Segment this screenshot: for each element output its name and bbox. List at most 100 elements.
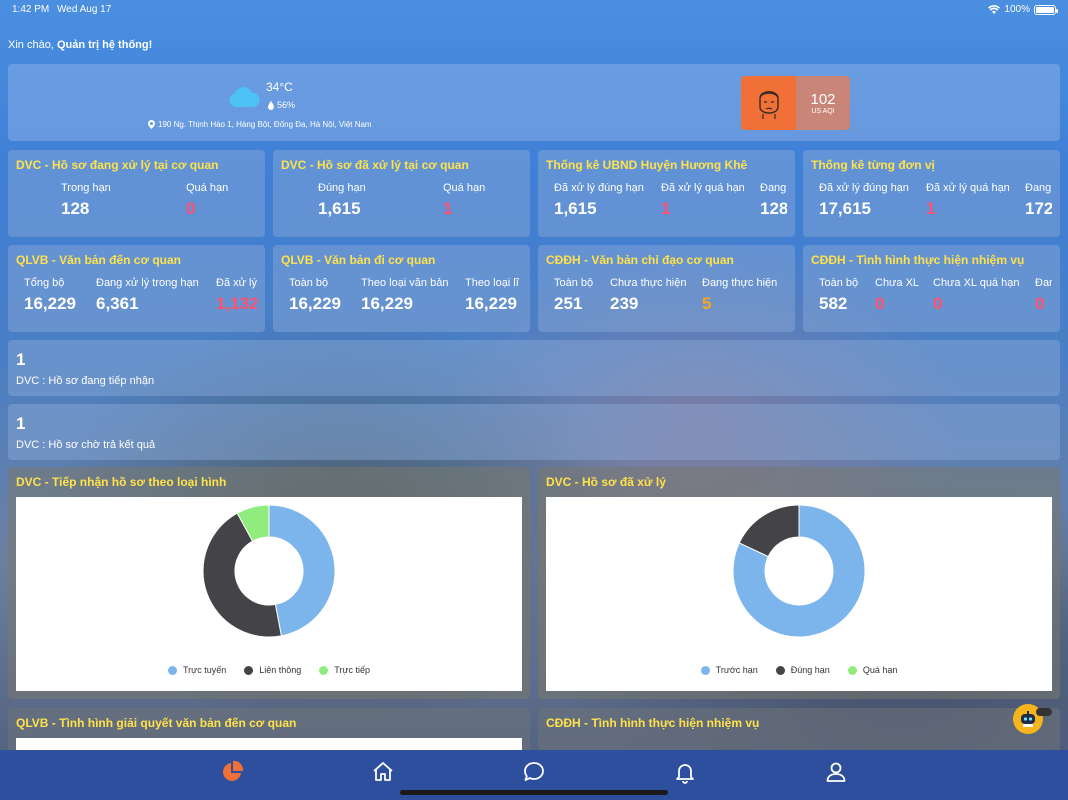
donut-chart bbox=[202, 504, 336, 638]
stat-card-dvc-processing[interactable]: DVC - Hồ sơ đang xử lý tại cơ quan Trong… bbox=[8, 150, 265, 237]
stat-card-title: QLVB - Văn bản đến cơ quan bbox=[16, 253, 181, 267]
stat-label: Theo loại lĩ bbox=[465, 277, 519, 289]
chart-legend: Trực tuyến Liên thông Trực tiếp bbox=[16, 665, 522, 675]
legend-dot bbox=[700, 665, 710, 675]
stat-card-title: DVC - Hồ sơ đang xử lý tại cơ quan bbox=[16, 158, 219, 172]
list-item-count: 1 bbox=[16, 350, 26, 369]
legend-item[interactable]: Trực tuyến bbox=[168, 665, 226, 675]
stat-value: 1 bbox=[443, 199, 453, 218]
stat-label: Đã xử lý đúng hạn bbox=[819, 182, 909, 194]
stat-label: Chưa thực hiện bbox=[610, 277, 687, 289]
legend-dot bbox=[775, 665, 785, 675]
user-icon bbox=[826, 762, 846, 782]
stat-col: Chưa XL 0 bbox=[875, 277, 919, 314]
weather-card[interactable] bbox=[8, 64, 1060, 141]
stat-label: Đang xử lý trong hạn bbox=[96, 277, 199, 289]
stat-label: Đã xử lý bbox=[216, 277, 257, 289]
aqi-widget[interactable]: 102 US AQI bbox=[741, 76, 850, 130]
stat-col: Toàn bộ 582 bbox=[819, 277, 858, 314]
tab-profile[interactable] bbox=[824, 760, 848, 784]
stat-col: Đã xử lý đúng hạn 17,615 bbox=[819, 182, 909, 219]
donut-slice-2[interactable] bbox=[236, 504, 270, 542]
legend-item[interactable]: Đúng hạn bbox=[775, 665, 830, 675]
weather-temp: 34°C bbox=[266, 80, 293, 94]
stat-value: 128 bbox=[61, 199, 90, 218]
legend-item[interactable]: Quá hạn bbox=[847, 665, 897, 675]
stat-label: Đang bbox=[1025, 182, 1052, 194]
stat-card-dvc-processed[interactable]: DVC - Hồ sơ đã xử lý tại cơ quan Đúng hạ… bbox=[273, 150, 530, 237]
cloud-icon bbox=[229, 87, 260, 107]
legend-dot bbox=[847, 665, 857, 675]
list-item-receiving[interactable]: 1 DVC : Hồ sơ đang tiếp nhận bbox=[8, 340, 1060, 396]
chart-title: QLVB - Tình hình giải quyết văn bản đến … bbox=[16, 716, 297, 730]
tab-notifications[interactable] bbox=[673, 760, 697, 784]
stat-value: 16,229 bbox=[361, 294, 413, 313]
stat-value: 582 bbox=[819, 294, 848, 313]
stat-value: 1,615 bbox=[554, 199, 597, 218]
legend-label: Đúng hạn bbox=[790, 665, 830, 675]
stat-label: Đã xử lý đúng hạn bbox=[554, 182, 644, 194]
stat-col: Quá hạn 0 bbox=[186, 182, 228, 219]
stat-label: Chưa XL bbox=[875, 277, 920, 289]
chart-card-intake-by-type[interactable]: DVC - Tiếp nhận hồ sơ theo loại hình Trự… bbox=[8, 467, 530, 699]
stat-value: 16,229 bbox=[465, 294, 517, 313]
battery-icon bbox=[1034, 4, 1058, 15]
greeting-prefix: Xin chào, bbox=[8, 39, 54, 51]
aqi-unit: US AQI bbox=[811, 108, 835, 115]
greeting: Xin chào, Quản trị hệ thống! bbox=[8, 39, 152, 51]
stat-label: Đã xử lý quá hạn bbox=[661, 182, 745, 194]
stat-label: Đan bbox=[1035, 277, 1052, 289]
legend-dot bbox=[319, 665, 329, 675]
aqi-value-box: 102 US AQI bbox=[796, 76, 850, 130]
stat-value: 0 bbox=[186, 199, 196, 218]
stat-value: 0 bbox=[1035, 294, 1045, 313]
chart-title: CĐĐH - Tình hình thực hiện nhiệm vụ bbox=[546, 716, 760, 730]
stat-value: 16,229 bbox=[24, 294, 76, 313]
chart-card-cddh-tasks[interactable]: CĐĐH - Tình hình thực hiện nhiệm vụ bbox=[538, 708, 1060, 758]
stat-card-units[interactable]: Thống kê từng đơn vị Đã xử lý đúng hạn 17… bbox=[803, 150, 1060, 237]
legend-label: Trực tuyến bbox=[183, 665, 227, 675]
stat-col: Đúng hạn 1,615 bbox=[318, 182, 366, 219]
status-bar: 1:42 PM Wed Aug 17 100% bbox=[0, 0, 1068, 20]
chart-card-qlvb-resolution[interactable]: QLVB - Tình hình giải quyết văn bản đến … bbox=[8, 708, 530, 758]
stat-col: Đã xử lý 1,132 bbox=[216, 277, 257, 314]
stat-label: Quá hạn bbox=[186, 182, 229, 194]
stat-col: Tổng bộ 16,229 bbox=[24, 277, 76, 314]
stat-label: Quá hạn bbox=[443, 182, 486, 194]
stat-value: 128 bbox=[760, 199, 787, 218]
chat-icon bbox=[524, 762, 544, 781]
stat-value: 239 bbox=[610, 294, 639, 313]
stat-label: Đang bbox=[760, 182, 787, 194]
donut-slice-1[interactable] bbox=[202, 512, 282, 638]
legend-item[interactable]: Trực tiếp bbox=[319, 665, 370, 675]
stat-label: Đang thực hiện bbox=[702, 277, 778, 289]
chart-card-processed[interactable]: DVC - Hồ sơ đã xử lý Trước hạn Đúng hạn … bbox=[538, 467, 1060, 699]
face-icon bbox=[758, 91, 779, 119]
stat-card-title: CĐĐH - Tình hình thực hiện nhiệm vụ bbox=[811, 253, 1025, 267]
stat-col: Toàn bộ 16,229 bbox=[289, 277, 341, 314]
list-item-awaiting-result[interactable]: 1 DVC : Hồ sơ chờ trả kết quả bbox=[8, 404, 1060, 460]
donut-slice-0[interactable] bbox=[732, 504, 866, 638]
tab-chat[interactable] bbox=[522, 760, 546, 784]
stat-card-title: Thống kê UBND Huyện Hương Khê bbox=[546, 158, 748, 172]
stat-card-qlvb-outgoing[interactable]: QLVB - Văn bản đi cơ quan Toàn bộ 16,229 … bbox=[273, 245, 530, 332]
donut-slice-0[interactable] bbox=[268, 504, 336, 637]
legend-item[interactable]: Trước hạn bbox=[700, 665, 758, 675]
donut-slice-1[interactable] bbox=[738, 504, 800, 558]
stat-col: Đan 0 bbox=[1035, 277, 1052, 314]
aqi-value: 102 bbox=[810, 91, 836, 108]
stat-card-cddh-tasks[interactable]: CĐĐH - Tình hình thực hiện nhiệm vụ Toàn… bbox=[803, 245, 1060, 332]
stat-card-qlvb-incoming[interactable]: QLVB - Văn bản đến cơ quan Tổng bộ 16,229… bbox=[8, 245, 265, 332]
legend-label: Trực tiếp bbox=[334, 665, 370, 675]
stat-col: Đang xử lý trong hạn 6,361 bbox=[96, 277, 199, 314]
home-icon bbox=[373, 762, 393, 781]
weather-address: 190 Ng. Thịnh Hào 1, Hàng Bột, Đống Đa, … bbox=[148, 120, 372, 129]
stat-card-cddh-directives[interactable]: CĐĐH - Văn bản chỉ đạo cơ quan Toàn bộ 25… bbox=[538, 245, 795, 332]
tab-dashboard[interactable] bbox=[220, 760, 244, 784]
legend-item[interactable]: Liên thông bbox=[244, 665, 301, 675]
stat-value: 251 bbox=[554, 294, 583, 313]
stat-value: 172 bbox=[1025, 199, 1052, 218]
list-item-label: DVC : Hồ sơ chờ trả kết quả bbox=[16, 439, 156, 451]
tab-home[interactable] bbox=[371, 760, 395, 784]
stat-card-ubnd[interactable]: Thống kê UBND Huyện Hương Khê Đã xử lý đ… bbox=[538, 150, 795, 237]
